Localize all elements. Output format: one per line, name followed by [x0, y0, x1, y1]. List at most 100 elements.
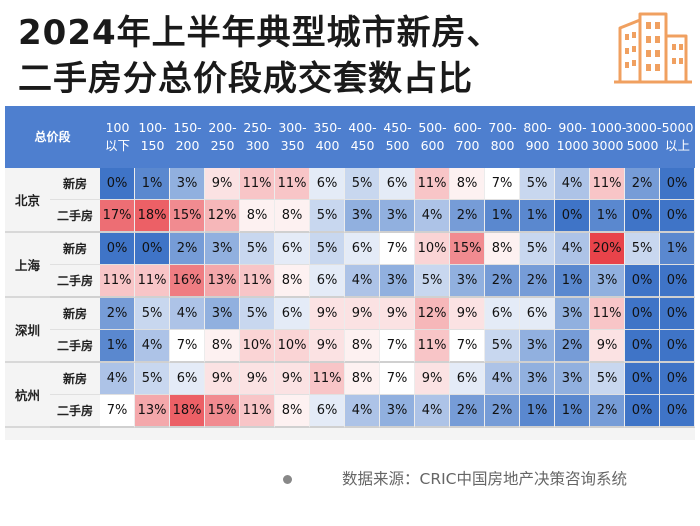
- column-header-line: 600: [420, 138, 445, 153]
- heatmap-cell: 6%: [170, 363, 206, 395]
- table-row: 二手房 1% 4% 7% 8% 10% 10% 9% 8% 7% 11% 7% 5% 3% 2% 9% 0% 0%: [5, 330, 696, 363]
- heatmap-cell: 4%: [415, 395, 451, 428]
- heatmap-cell: 0%: [625, 265, 661, 298]
- housing-type-label: 二手房: [50, 330, 101, 363]
- table-row: 杭州 新房 4% 5% 6% 9% 9% 9% 11% 8% 7% 9% 6% 4% 3% 3% 5% 0% 0%: [5, 363, 696, 428]
- heatmap-cell: 3%: [380, 395, 416, 428]
- heatmap-cell: 9%: [345, 298, 381, 330]
- heatmap-cell: 1%: [100, 330, 136, 363]
- heatmap-cell: 3%: [380, 265, 416, 298]
- heatmap-cell: 9%: [310, 330, 346, 363]
- heatmap-cell: 4%: [485, 363, 521, 395]
- heatmap-cell: 11%: [275, 168, 311, 200]
- column-header: 5000 以上: [660, 106, 695, 168]
- city-label: 杭州: [5, 363, 50, 428]
- heatmap-cell: 2%: [590, 395, 626, 428]
- heatmap-cell: 9%: [205, 168, 241, 200]
- heatmap-cell: 11%: [240, 168, 276, 200]
- chart-title: 2024年上半年典型城市新房、 二手房分总价段成交套数占比: [18, 10, 598, 102]
- heatmap-cell: 1%: [660, 233, 696, 265]
- heatmap-cell: 0%: [660, 265, 696, 298]
- heatmap-cell: 5%: [345, 168, 381, 200]
- heatmap-cell: 7%: [450, 330, 486, 363]
- heatmap-cell: 7%: [380, 363, 416, 395]
- heatmap-cell: 2%: [485, 395, 521, 428]
- heatmap-cell: 11%: [415, 168, 451, 200]
- table-row: 二手房 17% 18% 15% 12% 8% 8% 5% 3% 3% 4% 2% 1% 1% 0% 1% 0% 0…: [5, 200, 696, 233]
- heatmap-cell: 16%: [170, 265, 206, 298]
- heatmap-cell: 5%: [135, 363, 171, 395]
- heatmap-cell: 5%: [310, 233, 346, 265]
- heatmap-cell: 7%: [100, 395, 136, 428]
- heatmap-cell: 9%: [380, 298, 416, 330]
- heatmap-cell: 1%: [555, 265, 591, 298]
- column-header: 350- 400: [310, 106, 345, 168]
- heatmap-cell: 4%: [555, 168, 591, 200]
- heatmap-cell: 0%: [100, 168, 136, 200]
- heatmap-cell: 3%: [450, 265, 486, 298]
- heatmap-cell: 2%: [555, 330, 591, 363]
- heatmap-cell: 6%: [485, 298, 521, 330]
- heatmap-cell: 9%: [590, 330, 626, 363]
- heatmap-cell: 6%: [275, 298, 311, 330]
- heatmap-cell: 0%: [660, 168, 696, 200]
- column-header: 200- 250: [205, 106, 240, 168]
- title-line-2: 二手房分总价段成交套数占比: [18, 59, 473, 99]
- heatmap-cell: 3%: [555, 363, 591, 395]
- column-header-line: 100-: [138, 120, 167, 135]
- heatmap-cell: 6%: [310, 395, 346, 428]
- heatmap-cell: 8%: [275, 265, 311, 298]
- heatmap-cell: 5%: [520, 233, 556, 265]
- column-header-line: 500: [385, 138, 410, 153]
- heatmap-cell: 20%: [590, 233, 626, 265]
- heatmap-cell: 1%: [520, 200, 556, 233]
- heatmap-cell: 8%: [205, 330, 241, 363]
- heatmap-cell: 3%: [520, 363, 556, 395]
- heatmap-cell: 9%: [275, 363, 311, 395]
- heatmap-cell: 0%: [100, 233, 136, 265]
- heatmap-cell: 8%: [345, 330, 381, 363]
- column-header: 300- 350: [275, 106, 310, 168]
- heatmap-cell: 3%: [205, 233, 241, 265]
- heatmap-cell: 8%: [275, 395, 311, 428]
- heatmap-cell: 0%: [660, 363, 696, 395]
- heatmap-cell: 0%: [660, 298, 696, 330]
- column-header-line: 以上: [665, 138, 691, 153]
- column-header-line: 800: [490, 138, 515, 153]
- heatmap-cell: 9%: [450, 298, 486, 330]
- header-row: 总价段 100 以下 100- 150 150- 200 200- 250 250- 300 300…: [5, 106, 696, 168]
- heatmap-cell: 11%: [240, 395, 276, 428]
- heatmap-cell: 9%: [205, 363, 241, 395]
- column-header-line: 300: [245, 138, 270, 153]
- heatmap-cell: 2%: [100, 298, 136, 330]
- heatmap-table-container: 总价段 100 以下 100- 150 150- 200 200- 250 250- 300 300…: [5, 106, 696, 440]
- column-header-line: 700-: [488, 120, 517, 135]
- heatmap-cell: 1%: [485, 200, 521, 233]
- heatmap-cell: 5%: [135, 298, 171, 330]
- heatmap-cell: 5%: [240, 233, 276, 265]
- heatmap-cell: 5%: [520, 168, 556, 200]
- heatmap-cell: 8%: [240, 200, 276, 233]
- column-header-line: 500-: [418, 120, 447, 135]
- heatmap-cell: 15%: [450, 233, 486, 265]
- heatmap-cell: 3%: [555, 298, 591, 330]
- heatmap-cell: 1%: [520, 395, 556, 428]
- heatmap-cell: 13%: [135, 395, 171, 428]
- heatmap-cell: 8%: [450, 168, 486, 200]
- heatmap-cell: 0%: [625, 363, 661, 395]
- heatmap-cell: 2%: [450, 200, 486, 233]
- heatmap-cell: 2%: [485, 265, 521, 298]
- heatmap-cell: 3%: [345, 200, 381, 233]
- heatmap-cell: 11%: [310, 363, 346, 395]
- column-header-line: 350-: [313, 120, 342, 135]
- column-header-line: 3000: [591, 138, 624, 153]
- table-row: 深圳 新房 2% 5% 4% 3% 5% 6% 9% 9% 9% 12% 9% 6% 6% 3% 11% 0% 0%: [5, 298, 696, 363]
- heatmap-cell: 5%: [625, 233, 661, 265]
- heatmap-cell: 18%: [170, 395, 206, 428]
- heatmap-cell: 4%: [555, 233, 591, 265]
- heatmap-cell: 10%: [415, 233, 451, 265]
- heatmap-cell: 12%: [415, 298, 451, 330]
- heatmap-cell: 3%: [590, 265, 626, 298]
- column-header-line: 400-: [348, 120, 377, 135]
- table-row: 二手房 7% 13% 18% 15% 11% 8% 6% 4% 3% 4% 2% 2% 1% 1% 2% 0% 0…: [5, 395, 696, 428]
